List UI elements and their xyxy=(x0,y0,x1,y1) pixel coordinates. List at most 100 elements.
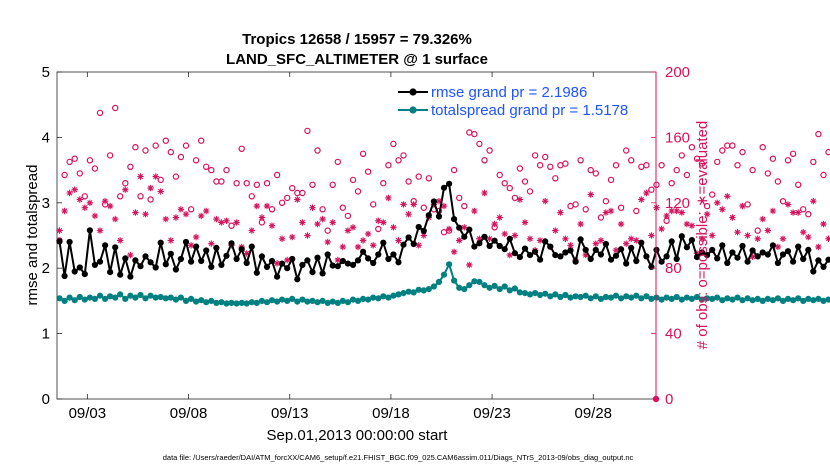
obs-possible-marker xyxy=(329,181,336,188)
obs-evaluated-marker xyxy=(688,222,696,229)
obs-evaluated-marker xyxy=(562,235,569,242)
totalspread-point xyxy=(157,293,164,301)
obs-evaluated-marker xyxy=(592,240,599,247)
totalspread-point xyxy=(582,292,589,299)
obs-possible-marker xyxy=(774,178,782,185)
obs-possible-marker xyxy=(233,179,240,187)
obs-possible-marker xyxy=(71,155,78,162)
rmse-point xyxy=(400,241,407,248)
obs-possible-marker xyxy=(420,204,427,211)
obs-evaluated-marker xyxy=(339,243,346,251)
rmse-point xyxy=(734,254,741,261)
obs-evaluated-marker xyxy=(390,224,397,231)
obs-possible-marker xyxy=(582,206,589,213)
rmse-point xyxy=(582,246,589,253)
rmse-point xyxy=(628,244,635,251)
obs-evaluated-marker xyxy=(648,232,655,239)
obs-possible-marker xyxy=(602,197,610,205)
rmse-point xyxy=(375,251,382,258)
obs-evaluated-marker xyxy=(607,207,615,215)
obs-evaluated-marker xyxy=(795,209,802,216)
rmse-point xyxy=(693,254,701,261)
obs-evaluated-marker xyxy=(213,215,220,223)
totalspread-point xyxy=(193,298,200,305)
totalspread-point xyxy=(491,282,498,289)
totalspread-point xyxy=(734,294,741,301)
totalspread-point xyxy=(96,292,104,299)
obs-possible-marker xyxy=(628,157,635,164)
totalspread-point xyxy=(360,295,367,302)
totalspread-point xyxy=(430,283,437,290)
totalspread-point xyxy=(81,296,88,303)
obs-evaluated-marker xyxy=(137,173,144,180)
rmse-point xyxy=(577,236,584,243)
rmse-point xyxy=(218,261,225,268)
obs-possible-marker xyxy=(693,155,701,162)
obs-evaluated-marker xyxy=(112,215,119,223)
rmse-point xyxy=(537,256,544,263)
obs-possible-marker xyxy=(334,158,341,166)
rmse-point xyxy=(142,253,149,260)
obs-evaluated-marker xyxy=(91,212,99,220)
obs-evaluated-marker xyxy=(643,189,650,197)
rmse-point xyxy=(683,244,691,251)
totalspread-point xyxy=(729,296,736,303)
totalspread-point xyxy=(395,291,402,298)
obs-evaluated-marker xyxy=(359,237,367,244)
obs-possible-marker xyxy=(96,109,104,117)
totalspread-point xyxy=(572,293,579,300)
totalspread-point xyxy=(688,295,696,302)
obs-evaluated-marker xyxy=(243,250,250,257)
totalspread-point xyxy=(309,297,316,304)
obs-evaluated-marker xyxy=(405,211,412,218)
obs-evaluated-marker xyxy=(617,220,625,228)
totalspread-point xyxy=(294,298,301,305)
totalspread-point xyxy=(132,294,139,301)
obs-possible-marker xyxy=(673,166,680,174)
obs-evaluated-marker xyxy=(172,214,180,221)
x-axis-label: Sep.01,2013 00:00:00 start xyxy=(267,427,449,444)
y-right-tick-label: 200 xyxy=(665,64,690,81)
obs-possible-marker xyxy=(218,178,225,185)
rmse-point xyxy=(243,259,250,267)
obs-possible-marker xyxy=(344,212,352,220)
totalspread-point xyxy=(233,300,240,307)
y-axis-right-label: # of obs: o=possible; ∗=evaluated xyxy=(694,121,711,350)
obs-possible-marker xyxy=(359,150,367,157)
rmse-point xyxy=(420,227,427,234)
totalspread-point xyxy=(714,294,721,301)
totalspread-point xyxy=(800,297,807,304)
obs-possible-marker xyxy=(739,148,746,156)
totalspread-point xyxy=(537,291,544,299)
obs-possible-marker xyxy=(339,204,346,211)
totalspread-point xyxy=(248,299,255,306)
obs-possible-marker xyxy=(486,147,493,154)
obs-possible-marker xyxy=(703,202,711,210)
rmse-point xyxy=(739,242,746,250)
totalspread-point xyxy=(547,293,554,300)
rmse-point xyxy=(172,266,179,273)
obs-possible-series xyxy=(56,104,830,244)
rmse-point xyxy=(91,261,98,268)
rmse-point xyxy=(744,258,751,265)
obs-possible-marker xyxy=(810,158,817,166)
obs-evaluated-marker xyxy=(61,207,68,215)
totalspread-point xyxy=(779,297,787,304)
rmse-point xyxy=(810,268,817,275)
chart-subtitle: LAND_SFC_ALTIMETER @ 1 surface xyxy=(226,51,488,68)
totalspread-point xyxy=(339,297,346,304)
rmse-point xyxy=(354,257,362,264)
obs-evaluated-marker xyxy=(122,186,129,193)
obs-possible-marker xyxy=(425,175,432,182)
obs-evaluated-marker xyxy=(587,191,594,198)
totalspread-point xyxy=(284,297,291,304)
totalspread-point xyxy=(592,293,599,300)
rmse-point xyxy=(289,255,296,263)
rmse-point xyxy=(304,257,311,264)
obs-evaluated-marker xyxy=(370,242,377,249)
rmse-point xyxy=(370,259,377,267)
obs-evaluated-marker xyxy=(567,242,574,249)
obs-evaluated-marker xyxy=(420,232,427,239)
totalspread-point xyxy=(354,297,362,304)
